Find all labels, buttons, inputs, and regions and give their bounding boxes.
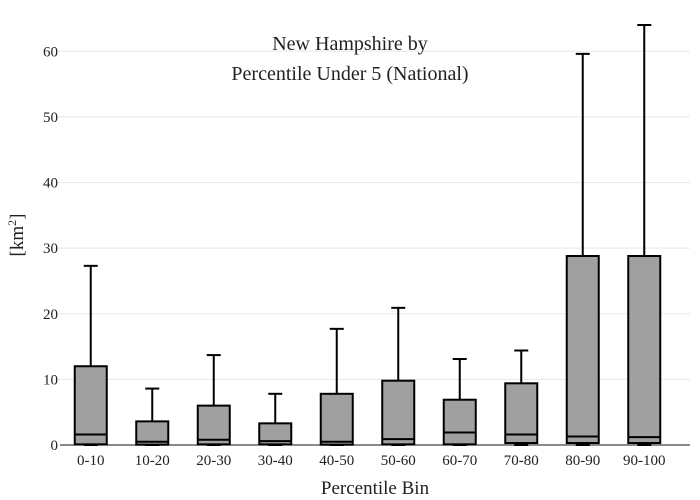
box-30-40 — [258, 422, 293, 446]
box-70-80 — [504, 382, 539, 445]
box-60-70 — [442, 398, 477, 446]
x-tick-label-80-90: 80-90 — [565, 453, 600, 469]
x-axis-title: Percentile Bin — [321, 478, 430, 499]
y-tick-label-0: 0 — [51, 438, 59, 454]
x-tick-label-10-20: 10-20 — [135, 453, 170, 469]
x-tick-label-30-40: 30-40 — [258, 453, 293, 469]
x-tick-label-50-60: 50-60 — [381, 453, 416, 469]
y-tick-label-50: 50 — [43, 110, 58, 126]
y-tick-label-60: 60 — [43, 44, 58, 60]
y-tick-label-30: 30 — [43, 241, 58, 257]
y-axis-title-end: ] — [7, 214, 28, 220]
box-20-30 — [196, 404, 231, 446]
box-80-90 — [565, 255, 600, 445]
x-tick-label-90-100: 90-100 — [623, 453, 666, 469]
x-tick-label-70-80: 70-80 — [504, 453, 539, 469]
box-10-20 — [135, 420, 170, 446]
x-tick-label-60-70: 60-70 — [442, 453, 477, 469]
y-tick-label-40: 40 — [43, 176, 58, 192]
x-axis-ticks: 0-10 10-20 20-30 30-40 40-50 50-60 60-70 70-80 8… — [77, 453, 666, 469]
box-0-10 — [73, 365, 108, 446]
chart-title-line-2: Percentile Under 5 (National) — [231, 63, 468, 85]
chart-title-line-1: New Hampshire by — [272, 33, 428, 55]
x-tick-label-0-10: 0-10 — [77, 453, 105, 469]
y-axis-ticks: 0 10 20 30 40 50 60 — [43, 44, 58, 454]
y-axis-title: [km2] — [5, 214, 28, 257]
x-tick-label-40-50: 40-50 — [319, 453, 354, 469]
box-90-100 — [627, 255, 662, 445]
box-50-60 — [381, 379, 416, 446]
y-axis-title-base: [km — [7, 226, 28, 257]
x-tick-label-20-30: 20-30 — [196, 453, 231, 469]
box-40-50 — [319, 392, 354, 446]
y-tick-label-10: 10 — [43, 372, 58, 388]
y-axis-title-superscript: 2 — [5, 220, 19, 226]
boxes — [73, 24, 662, 446]
y-tick-label-20: 20 — [43, 307, 58, 323]
